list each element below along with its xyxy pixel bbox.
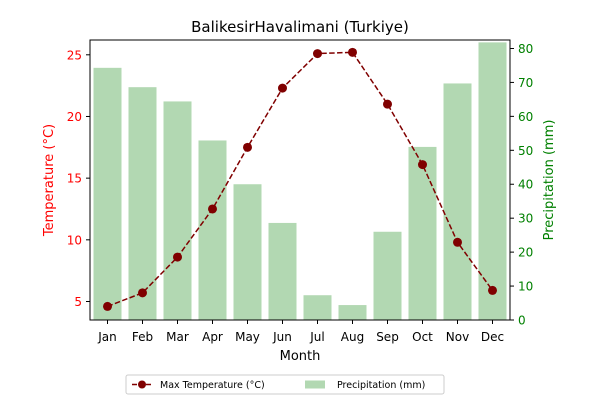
y-left-tick-label: 10 [67, 233, 82, 247]
x-axis: Jan Feb Mar Apr May Jun Jul Aug Sep Oct Nov Dec [97, 320, 504, 344]
x-tick-label: Feb [132, 330, 153, 344]
temperature-point-may [243, 142, 252, 152]
y-right-tick-label: 10 [518, 280, 533, 294]
temperature-point-jun [278, 83, 287, 93]
y-right-tick-label: 80 [518, 42, 533, 56]
x-tick-label: Nov [446, 330, 469, 344]
x-tick-label: Jun [272, 330, 292, 344]
temperature-point-mar [173, 252, 182, 262]
temperature-point-jan [103, 301, 112, 311]
temperature-line-path [107, 51, 494, 308]
precipitation-bar-sep [373, 231, 402, 320]
y-right-tick-label: 20 [518, 246, 533, 260]
precipitation-bar-jun [268, 222, 297, 320]
precipitation-bar-apr [198, 140, 227, 320]
temperature-point-jul [313, 49, 322, 59]
temperature-point-feb [138, 288, 147, 298]
y-left-tick-label: 5 [74, 295, 82, 309]
x-tick-label: Apr [202, 330, 223, 344]
legend-marker-swatch [138, 380, 146, 389]
x-tick-label: Jul [309, 330, 324, 344]
temperature-point-oct [418, 160, 427, 170]
y-axis-right: 0 10 20 30 40 50 60 70 80 [510, 42, 533, 328]
legend-frame [125, 374, 445, 395]
y-left-tick-label: 20 [67, 110, 82, 124]
temperature-point-nov [453, 237, 462, 247]
precipitation-bars [93, 42, 507, 321]
y-left-tick-label: 25 [67, 48, 82, 62]
precipitation-bar-may [233, 184, 262, 320]
legend-label-temperature: Max Temperature (°C) [160, 380, 265, 391]
y-right-tick-label: 70 [518, 76, 533, 90]
y-right-tick-label: 30 [518, 212, 533, 226]
x-tick-label: Jan [97, 330, 117, 344]
y-left-tick-label: 15 [67, 172, 82, 186]
chart-title: BalikesirHavalimani (Turkiye) [191, 18, 409, 36]
legend-bar-swatch [305, 380, 325, 389]
y-right-tick-label: 0 [518, 314, 526, 328]
x-tick-label: Oct [412, 330, 433, 344]
temperature-line [103, 47, 497, 311]
plot-frame [89, 39, 511, 321]
x-tick-label: Sep [376, 330, 399, 344]
precipitation-bar-nov [443, 83, 472, 321]
x-tick-label: Mar [166, 330, 189, 344]
y-right-tick-label: 60 [518, 110, 533, 124]
precipitation-bar-dec [478, 42, 507, 320]
y-axis-left-label: Temperature (°C) [42, 124, 57, 237]
temperature-point-sep [383, 99, 392, 109]
temperature-point-dec [488, 285, 497, 295]
legend-label-precipitation: Precipitation (mm) [337, 380, 425, 391]
precipitation-bar-jul [303, 295, 332, 320]
precipitation-bar-oct [408, 146, 437, 320]
precipitation-bar-feb [128, 87, 157, 321]
legend: Max Temperature (°C) Precipitation (mm) [125, 374, 445, 395]
precipitation-bar-mar [163, 101, 192, 321]
x-tick-label: May [235, 330, 260, 344]
y-axis-right-label: Precipitation (mm) [542, 120, 557, 241]
temperature-point-aug [348, 47, 357, 57]
y-right-tick-label: 50 [518, 144, 533, 158]
precipitation-bar-aug [338, 305, 367, 320]
temperature-point-apr [208, 204, 217, 214]
x-axis-label: Month [280, 349, 321, 364]
x-tick-label: Aug [341, 330, 364, 344]
precipitation-bar-jan [93, 67, 122, 321]
y-axis-left: 5 10 15 20 25 [67, 48, 90, 309]
x-tick-label: Dec [481, 330, 504, 344]
y-right-tick-label: 40 [518, 178, 533, 192]
